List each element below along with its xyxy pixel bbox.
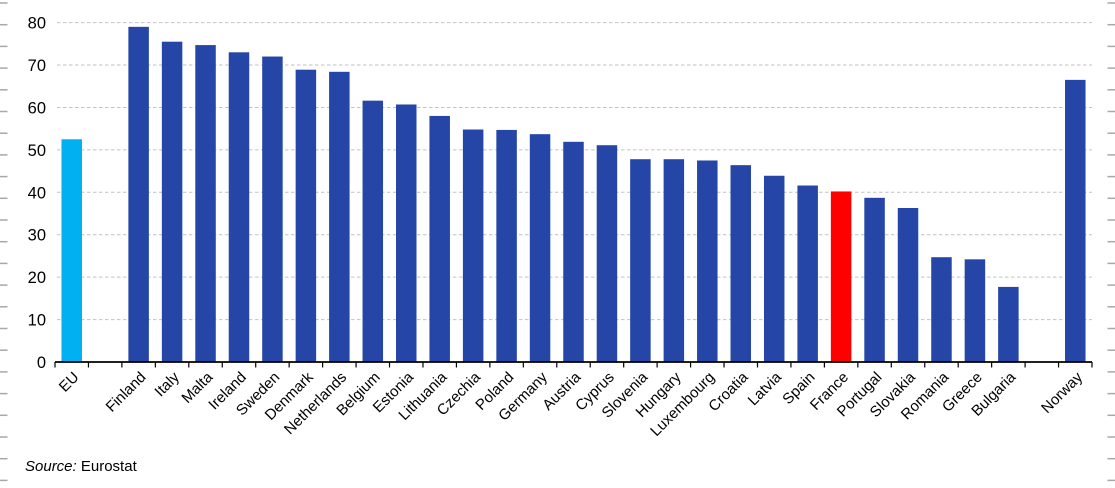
- x-tick-label: Norway: [1038, 368, 1086, 416]
- bar-hungary: [663, 159, 685, 362]
- bar-netherlands: [329, 71, 350, 363]
- bar-lithuania: [429, 115, 450, 362]
- y-tick-label: 20: [28, 269, 46, 287]
- bar-croatia: [730, 165, 752, 362]
- bar-belgium: [362, 100, 384, 363]
- bar-france: [830, 191, 852, 362]
- bar-denmark: [295, 69, 317, 363]
- y-tick-label: 40: [28, 184, 46, 202]
- y-tick-label: 80: [28, 15, 46, 33]
- bar-portugal: [864, 197, 885, 362]
- x-tick-label: Latvia: [745, 368, 786, 409]
- source-prefix: Source:: [25, 458, 77, 475]
- bar-malta: [195, 45, 216, 362]
- y-tick-label: 0: [37, 354, 46, 372]
- x-tick-label: EU: [56, 369, 83, 396]
- source-note: Source: Eurostat: [25, 458, 137, 475]
- x-tick-label: Finland: [103, 369, 150, 416]
- bar-greece: [964, 259, 986, 362]
- y-tick-label: 10: [28, 312, 46, 330]
- bar-italy: [161, 41, 183, 362]
- bar-eu: [61, 139, 82, 362]
- y-tick-label: 50: [28, 142, 46, 160]
- bar-czechia: [462, 129, 484, 362]
- bar-cyprus: [596, 145, 618, 362]
- bar-bulgaria: [998, 286, 1019, 362]
- bar-norway: [1065, 79, 1086, 362]
- source-text: Eurostat: [76, 458, 137, 475]
- bar-austria: [563, 141, 584, 362]
- y-tick-label: 70: [28, 57, 46, 75]
- y-tick-label: 30: [28, 227, 46, 245]
- bar-poland: [496, 129, 517, 362]
- bar-romania: [931, 257, 952, 362]
- bar-germany: [529, 134, 551, 362]
- y-tick-label: 60: [28, 99, 46, 117]
- bar-estonia: [395, 104, 417, 362]
- bar-slovakia: [897, 207, 919, 362]
- bar-sweden: [262, 56, 283, 362]
- bar-slovenia: [630, 159, 651, 362]
- bar-latvia: [763, 175, 785, 362]
- bar-finland: [128, 26, 149, 363]
- bar-ireland: [228, 52, 250, 363]
- bar-luxembourg: [697, 160, 718, 362]
- bar-spain: [797, 185, 818, 362]
